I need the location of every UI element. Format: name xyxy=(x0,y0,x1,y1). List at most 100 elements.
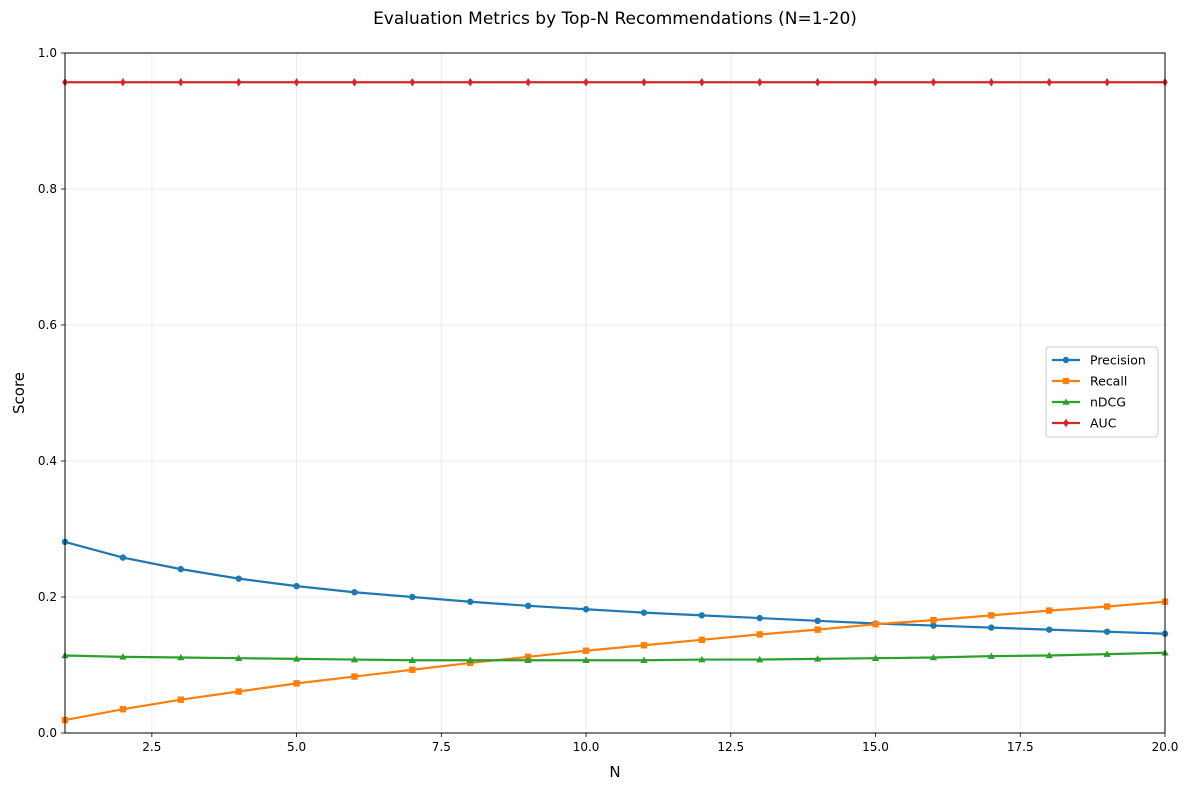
legend-marker-precision xyxy=(1062,356,1070,364)
recall-point xyxy=(235,688,242,695)
legend-label-auc: AUC xyxy=(1090,416,1117,431)
series-ndcg xyxy=(61,649,1169,663)
auc-point xyxy=(235,78,242,87)
auc-point xyxy=(641,78,647,87)
auc-point xyxy=(1046,78,1053,87)
recall-point xyxy=(872,621,879,628)
auc-point xyxy=(525,78,531,87)
precision-point xyxy=(177,565,184,573)
legend-label-ndcg: nDCG xyxy=(1090,395,1126,410)
grid xyxy=(65,52,1166,734)
y-axis-label: Score xyxy=(10,372,28,414)
precision-point xyxy=(698,612,706,619)
legend-label-precision: Precision xyxy=(1090,353,1146,368)
recall-point xyxy=(409,666,416,673)
auc-point xyxy=(467,78,474,87)
ndcg-point xyxy=(466,656,474,663)
ndcg-point xyxy=(987,652,995,659)
auc-point xyxy=(930,78,937,87)
auc-point xyxy=(1104,78,1110,87)
legend-item-recall: Recall xyxy=(1052,374,1127,389)
precision-point xyxy=(1103,628,1111,635)
precision-point xyxy=(524,602,532,610)
x-axis-label: N xyxy=(609,763,620,781)
series-layer xyxy=(61,78,1169,724)
recall-point xyxy=(119,706,127,713)
x-tick-label: 17.5 xyxy=(1007,740,1034,754)
ndcg-point xyxy=(350,655,359,663)
precision-point xyxy=(293,582,300,590)
auc-point xyxy=(351,78,358,87)
x-tick-label: 2.5 xyxy=(142,740,161,754)
auc-point xyxy=(872,78,879,87)
x-tick-label: 10.0 xyxy=(573,740,600,754)
y-tick-label: 0.8 xyxy=(38,182,57,196)
recall-point xyxy=(698,636,706,644)
ndcg-point xyxy=(929,653,938,661)
recall-point xyxy=(1103,603,1111,610)
chart-title: Evaluation Metrics by Top-N Recommendati… xyxy=(373,9,857,29)
legend-label-recall: Recall xyxy=(1090,374,1127,389)
y-tick-label: 0.2 xyxy=(38,590,57,604)
auc-point xyxy=(988,78,995,87)
precision-point xyxy=(814,617,821,624)
recall-point xyxy=(988,612,995,619)
legend-item-auc: AUC xyxy=(1052,416,1117,431)
auc-point xyxy=(699,78,705,87)
ndcg-point xyxy=(582,656,590,663)
x-tick-label: 5.0 xyxy=(287,740,306,754)
precision-line xyxy=(64,540,1166,635)
x-tick-label: 12.5 xyxy=(717,740,744,754)
recall-point xyxy=(177,696,184,703)
x-tick-label: 7.5 xyxy=(432,740,451,754)
ndcg-point xyxy=(698,655,706,663)
precision-point xyxy=(409,593,416,601)
y-tick-label: 0.4 xyxy=(38,454,57,468)
y-tick-label: 0.6 xyxy=(38,318,57,332)
precision-point xyxy=(756,614,763,622)
ndcg-point xyxy=(524,656,532,663)
recall-point xyxy=(756,631,763,638)
precision-point xyxy=(640,609,648,616)
series-precision xyxy=(61,538,1169,637)
legend-item-ndcg: nDCG xyxy=(1052,395,1126,410)
recall-point xyxy=(351,673,358,680)
precision-point xyxy=(1046,626,1053,633)
ndcg-point xyxy=(235,654,243,661)
auc-point xyxy=(293,78,300,87)
precision-point xyxy=(582,606,590,613)
recall-point xyxy=(814,626,821,633)
recall-point xyxy=(1046,607,1053,614)
ndcg-point xyxy=(1045,651,1053,659)
recall-point xyxy=(582,647,590,654)
legend: Precision Recall nDCG AUC xyxy=(1045,346,1159,438)
legend-marker-recall xyxy=(1062,377,1070,385)
x-tick-label: 15.0 xyxy=(862,740,889,754)
ndcg-point xyxy=(813,655,822,662)
precision-point xyxy=(235,575,242,582)
ndcg-line xyxy=(64,651,1166,662)
series-auc xyxy=(62,78,1168,87)
precision-point xyxy=(467,598,474,605)
precision-point xyxy=(351,589,358,596)
legend-marker-ndcg xyxy=(1062,398,1070,405)
auc-point xyxy=(177,78,184,87)
y-tick-label: 0.0 xyxy=(38,726,57,740)
auc-point xyxy=(756,78,763,87)
recall-point xyxy=(930,616,937,624)
precision-point xyxy=(930,622,937,629)
ndcg-point xyxy=(177,653,185,661)
y-tick-label: 1.0 xyxy=(38,46,57,60)
auc-point xyxy=(409,78,416,87)
ndcg-point xyxy=(292,655,301,662)
ndcg-point xyxy=(408,656,417,663)
legend-item-precision: Precision xyxy=(1052,353,1146,368)
legend-marker-auc xyxy=(1063,418,1069,428)
recall-point xyxy=(640,642,648,649)
ndcg-point xyxy=(871,654,880,661)
auc-point xyxy=(814,78,821,87)
ndcg-point xyxy=(119,653,127,660)
x-tick-label: 20.0 xyxy=(1152,740,1179,754)
ndcg-point xyxy=(640,656,648,663)
